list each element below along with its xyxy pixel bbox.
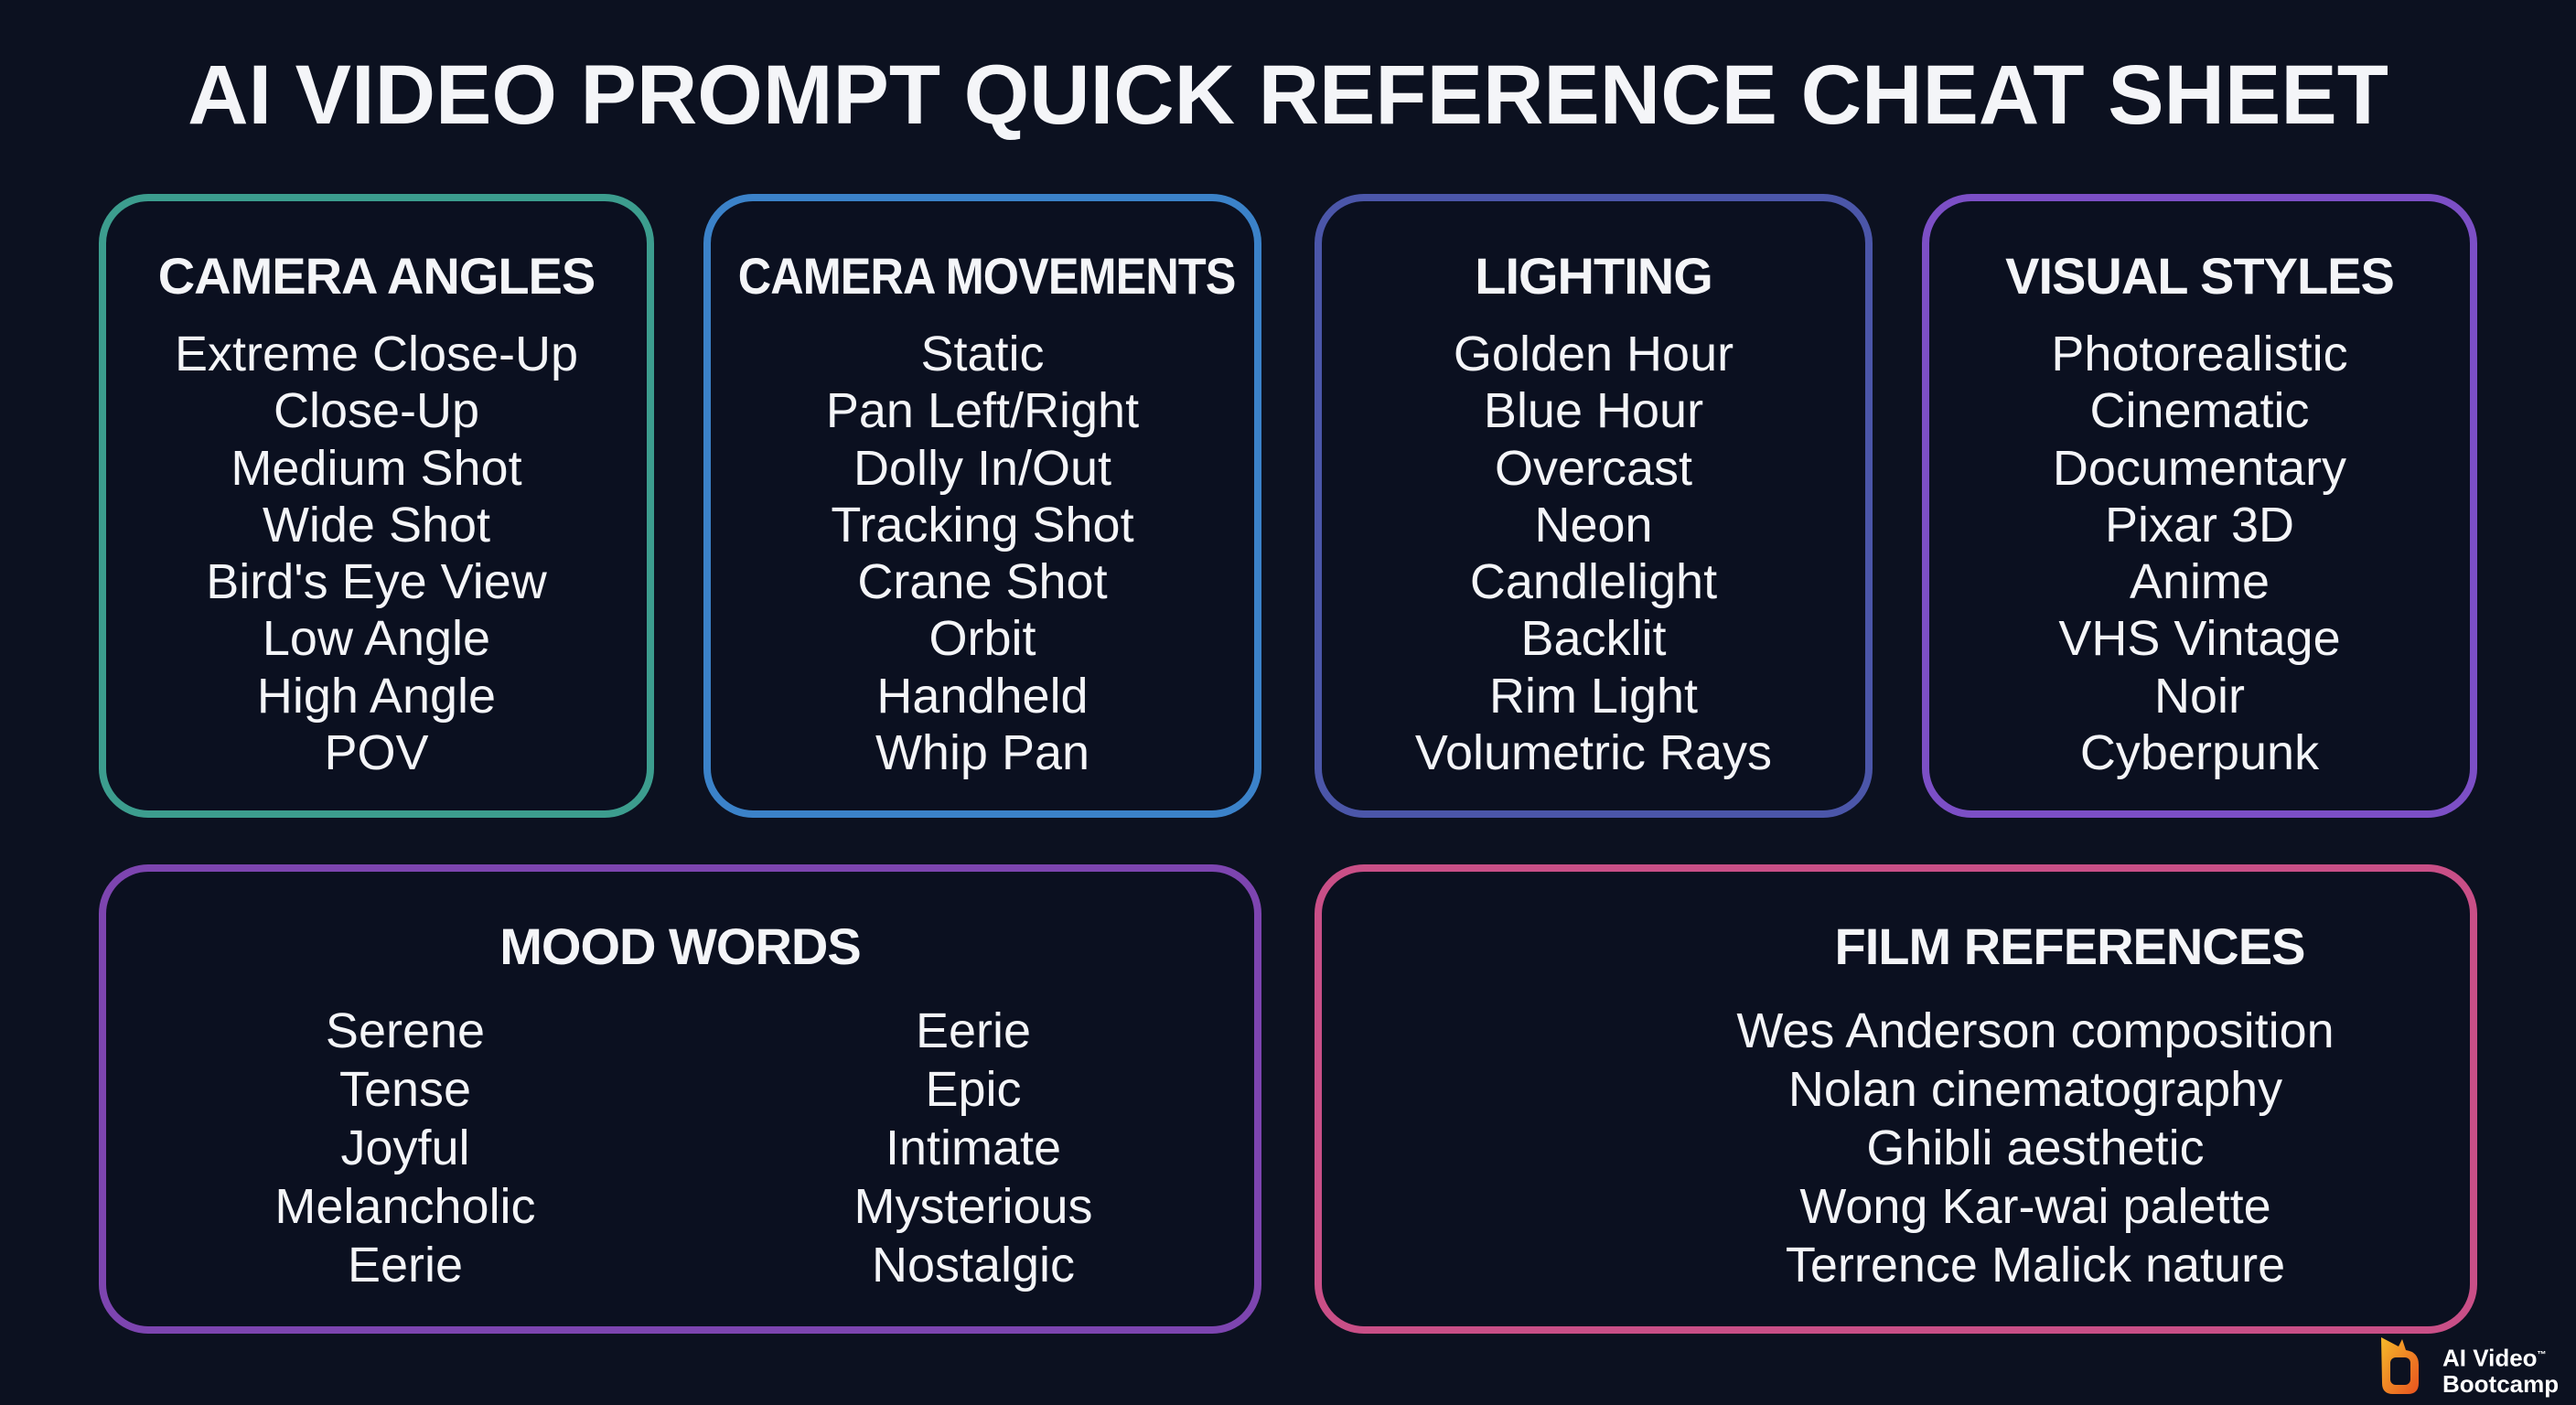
- trademark: ™: [2537, 1350, 2547, 1360]
- film-references-card: FILM REFERENCES Wes Anderson composition…: [1315, 864, 2477, 1334]
- list-item: Static: [920, 327, 1045, 381]
- list-item: Cinematic: [2089, 383, 2310, 439]
- list-item: Epic: [925, 1062, 1022, 1117]
- list-item: Bird's Eye View: [206, 554, 547, 610]
- card-heading: CAMERA MOVEMENTS: [737, 247, 1237, 305]
- list-item: Eerie: [347, 1238, 464, 1292]
- film-list: Wes Anderson composition Nolan cinematog…: [1624, 1002, 2447, 1294]
- list-item: Melancholic: [274, 1179, 536, 1234]
- list-item: Medium Shot: [231, 440, 522, 496]
- list-item: Handheld: [876, 668, 1089, 724]
- list-item: Ghibli aesthetic: [1866, 1121, 2205, 1175]
- list-item: Pixar 3D: [2104, 497, 2295, 552]
- list-item: Terrence Malick nature: [1785, 1238, 2286, 1292]
- card-heading: LIGHTING: [1475, 247, 1713, 305]
- list-item: Intimate: [885, 1121, 1062, 1175]
- list-item: Nostalgic: [871, 1238, 1076, 1292]
- list-item: Crane Shot: [857, 554, 1108, 610]
- list-item: Rim Light: [1488, 668, 1699, 724]
- list-item: Pan Left/Right: [825, 383, 1140, 439]
- list-item: Neon: [1534, 497, 1653, 552]
- list-item: Serene: [325, 1003, 486, 1058]
- mood-words-card: MOOD WORDS Serene Tense Joyful Melanchol…: [99, 864, 1261, 1334]
- list-item: VHS Vintage: [2058, 611, 2341, 667]
- camera-movements-card: CAMERA MOVEMENTS Static Pan Left/Right D…: [703, 194, 1261, 818]
- list-item: Wide Shot: [262, 497, 491, 552]
- list-item: Photorealistic: [2051, 327, 2348, 381]
- camera-angles-card: CAMERA ANGLES Extreme Close-Up Close-Up …: [99, 194, 654, 818]
- list-item: Golden Hour: [1453, 327, 1734, 381]
- visual-styles-card: VISUAL STYLES Photorealistic Cinematic D…: [1922, 194, 2477, 818]
- list-item: Wes Anderson composition: [1736, 1003, 2334, 1058]
- list-item: Low Angle: [262, 611, 491, 667]
- list-item: Documentary: [2052, 440, 2347, 496]
- ai-video-bootcamp-logo-icon: [2381, 1337, 2419, 1394]
- list-item: Extreme Close-Up: [174, 327, 579, 381]
- list-item: Eerie: [915, 1003, 1032, 1058]
- list-item: Joyful: [340, 1121, 470, 1175]
- list-item: High Angle: [256, 668, 497, 724]
- list-item: Wong Kar-wai palette: [1799, 1179, 2271, 1234]
- page-title: AI VIDEO PROMPT QUICK REFERENCE CHEAT SH…: [188, 48, 2388, 142]
- logo-line-1: AI Video: [2442, 1344, 2538, 1372]
- list-item: Mysterious: [853, 1179, 1093, 1234]
- mood-column-left: Serene Tense Joyful Melancholic Eerie: [177, 1002, 634, 1294]
- list-item: Candlelight: [1469, 554, 1718, 610]
- mood-column-right: Eerie Epic Intimate Mysterious Nostalgic: [745, 1002, 1202, 1294]
- list-item: Tense: [338, 1062, 472, 1117]
- list-item: POV: [324, 725, 429, 781]
- list-item: Noir: [2153, 668, 2245, 724]
- list-item: Orbit: [928, 611, 1036, 667]
- list-item: Blue Hour: [1483, 383, 1704, 439]
- list-item: Whip Pan: [875, 725, 1090, 781]
- logo-line-2: Bootcamp: [2442, 1369, 2560, 1398]
- list-item: Dolly In/Out: [853, 440, 1112, 496]
- list-item: Close-Up: [273, 383, 480, 439]
- card-heading: CAMERA ANGLES: [157, 247, 596, 305]
- lighting-card: LIGHTING Golden Hour Blue Hour Overcast …: [1315, 194, 1873, 818]
- card-heading: FILM REFERENCES: [1834, 917, 2306, 975]
- list-item: Nolan cinematography: [1787, 1062, 2283, 1117]
- list-item: Anime: [2129, 554, 2270, 610]
- logo-text: AI Video™ Bootcamp: [2442, 1343, 2559, 1397]
- card-heading: VISUAL STYLES: [2005, 247, 2395, 305]
- list-item: Volumetric Rays: [1414, 725, 1773, 781]
- list-item: Overcast: [1494, 440, 1693, 496]
- list-item: Tracking Shot: [831, 497, 1134, 552]
- list-item: Cyberpunk: [2079, 725, 2320, 781]
- list-item: Backlit: [1520, 611, 1667, 667]
- card-heading: MOOD WORDS: [499, 917, 861, 975]
